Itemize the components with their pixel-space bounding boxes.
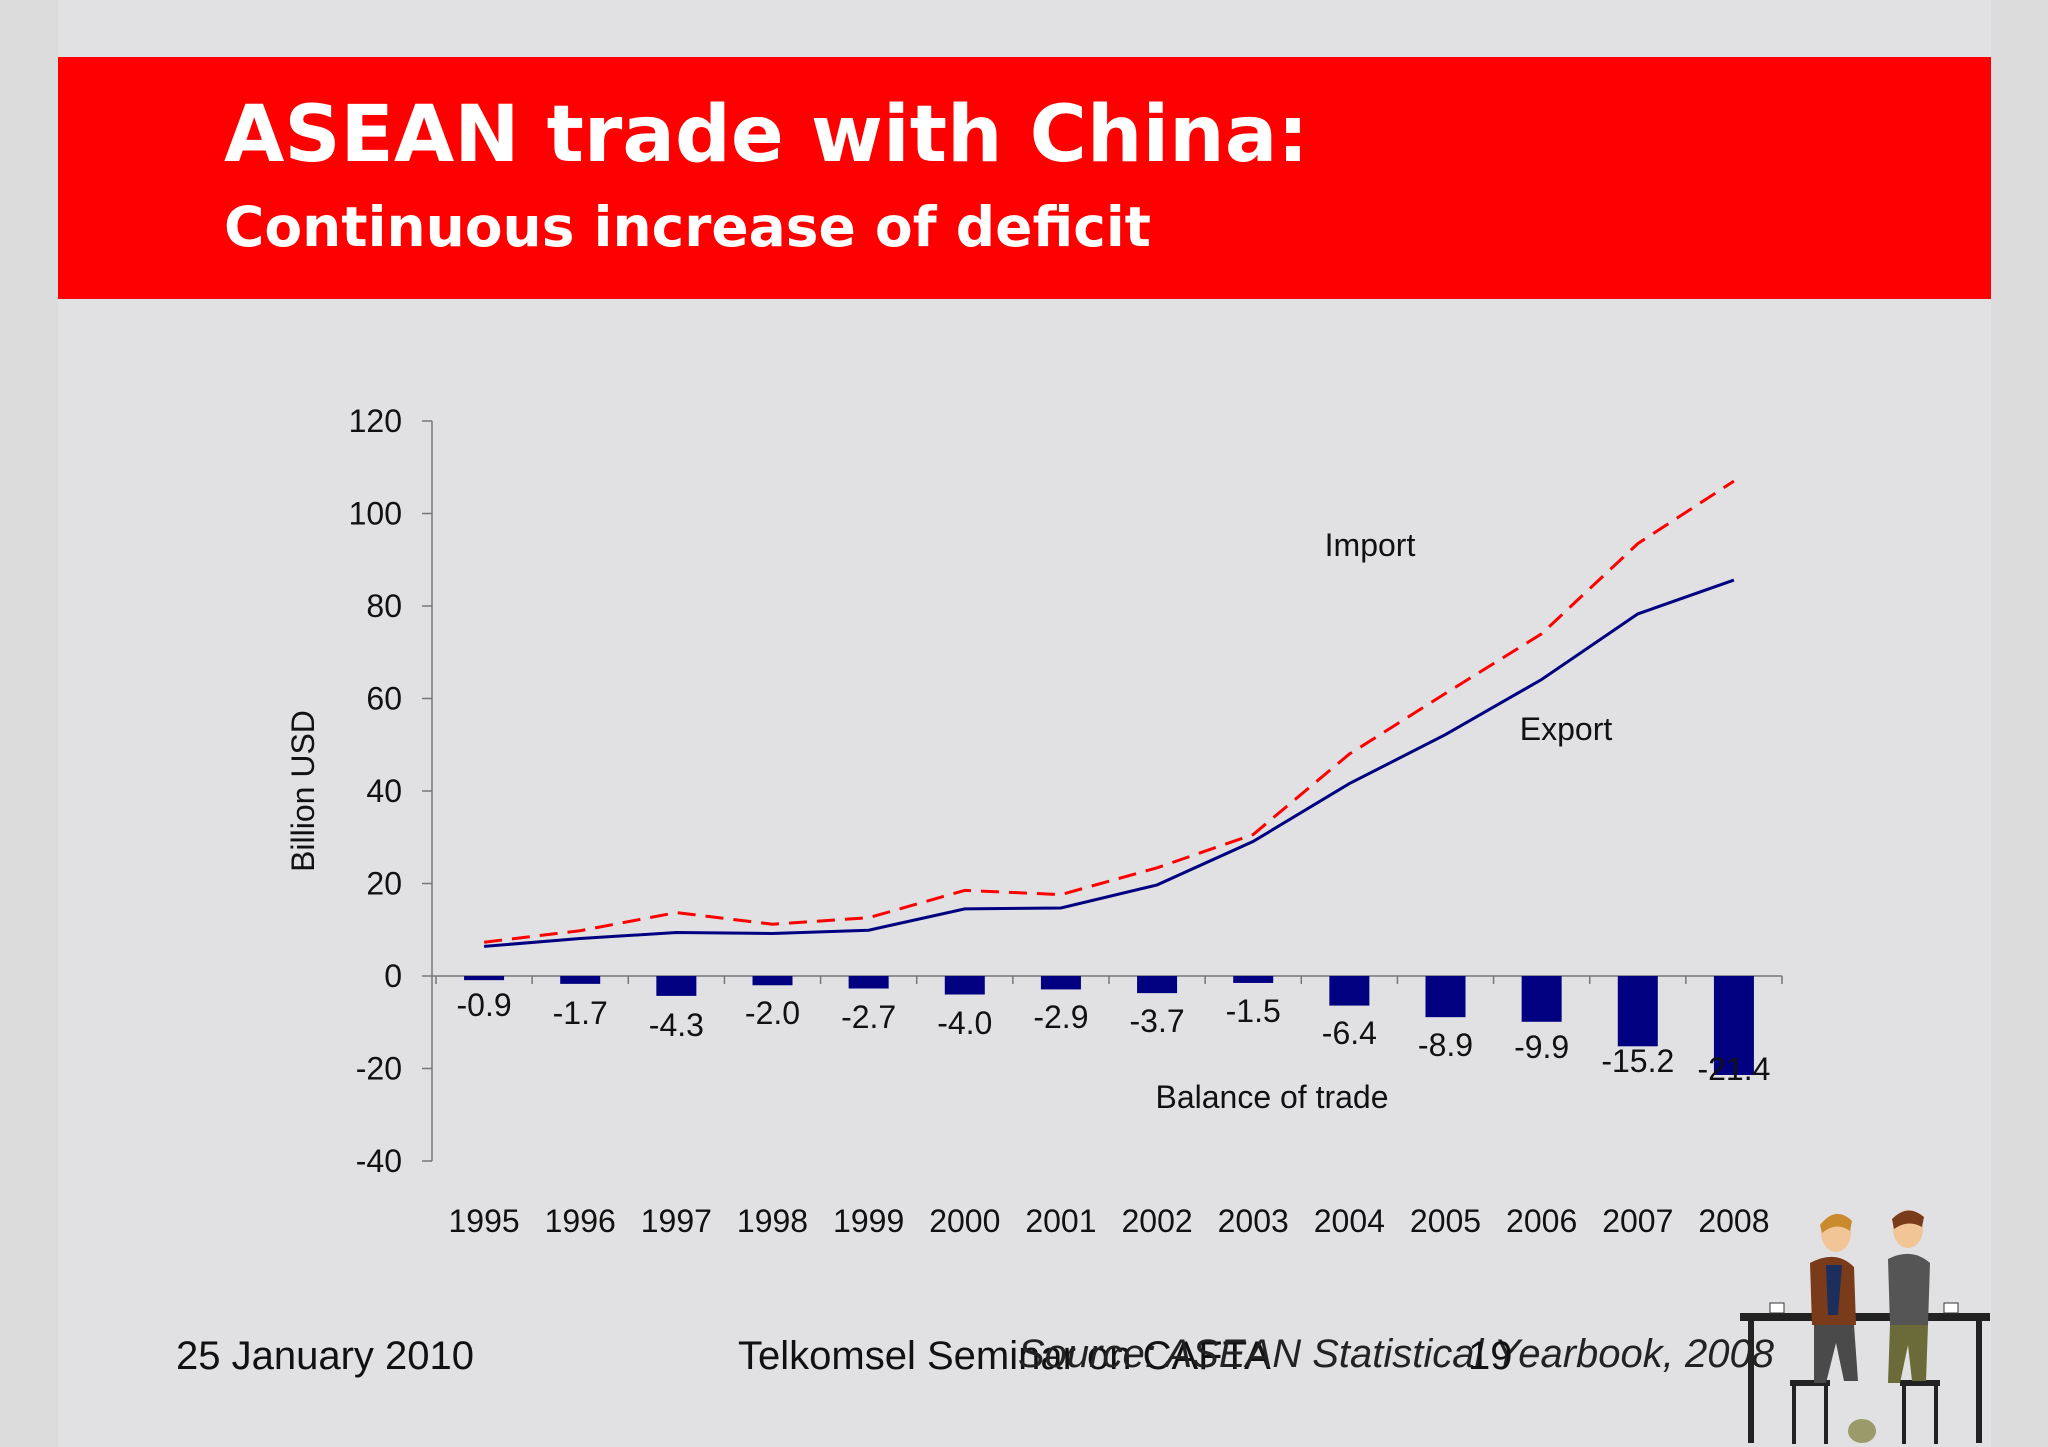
x-tick-label: 1996 (545, 1203, 616, 1239)
balance-data-label: -2.9 (1033, 999, 1088, 1035)
balance-bar (944, 976, 985, 995)
balance-data-label: -3.7 (1130, 1003, 1185, 1039)
export-line (483, 578, 1735, 948)
x-tick-label: 1998 (737, 1203, 808, 1239)
balance-bar (1425, 976, 1466, 1018)
x-tick-label: 2008 (1698, 1203, 1769, 1239)
balance-series-label: Balance of trade (1155, 1079, 1388, 1115)
y-tick-label: 60 (366, 681, 402, 717)
import-line (483, 479, 1735, 944)
balance-data-label: -2.0 (745, 995, 800, 1031)
y-tick-label: -40 (356, 1143, 402, 1179)
y-tick-label: -20 (356, 1051, 402, 1087)
balance-data-label: -2.7 (841, 999, 896, 1035)
balance-bar (1617, 976, 1658, 1047)
x-tick-label: 2006 (1506, 1203, 1577, 1239)
balance-data-label: -6.4 (1322, 1015, 1377, 1051)
balance-data-label: -4.0 (937, 1005, 992, 1041)
balance-data-label: -1.5 (1226, 993, 1281, 1029)
chart-axes: 120 100 80 60 40 20 0 -20 -40 1995 1996 1997 1998 199… (285, 403, 1783, 1239)
balance-data-label: -1.7 (553, 995, 608, 1031)
x-tick-label: 1995 (448, 1203, 519, 1239)
x-tick-label: 2004 (1314, 1203, 1385, 1239)
balance-data-label: -4.3 (649, 1007, 704, 1043)
footer-date: 25 January 2010 (176, 1334, 475, 1378)
page-number: 19 (1468, 1334, 1513, 1378)
balance-data-label: -8.9 (1418, 1027, 1473, 1063)
balance-data-label: -0.9 (457, 987, 512, 1023)
x-tick-label: 2003 (1218, 1203, 1289, 1239)
export-series-label: Export (1520, 711, 1613, 747)
balance-bar (1137, 976, 1178, 994)
balance-bar (752, 976, 793, 986)
trade-lines (483, 479, 1735, 948)
footer-source: Source: ASEAN Statistical Yearbook, 2008 (1018, 1332, 1774, 1376)
title-banner (58, 57, 1991, 299)
y-tick-label: 20 (366, 866, 402, 902)
y-tick-label: 120 (349, 403, 402, 439)
import-series-label: Import (1325, 527, 1416, 563)
y-tick-label: 0 (384, 958, 402, 994)
balance-data-label: -15.2 (1601, 1043, 1674, 1079)
balance-data-label: -21.4 (1697, 1051, 1770, 1087)
balance-bar (656, 976, 697, 996)
balance-data-label: -9.9 (1514, 1029, 1569, 1065)
chart-labels: -0.9 -1.7 -4.3 -2.0 -2.7 -4.0 -2.9 -3.7 -1.5 -6.4… (457, 527, 1771, 1115)
footer-seminar: Telkomsel Seminar on CAFTA (738, 1334, 1271, 1378)
balance-bar (560, 976, 601, 984)
x-tick-label: 2002 (1121, 1203, 1192, 1239)
balance-bar (464, 976, 505, 981)
y-tick-label: 100 (349, 496, 402, 532)
balance-bar (1329, 976, 1370, 1006)
y-axis-title: Billion USD (285, 710, 321, 872)
balance-bar (1521, 976, 1562, 1022)
balance-bar (1713, 976, 1754, 1075)
x-tick-label: 2005 (1410, 1203, 1481, 1239)
y-tick-label: 80 (366, 588, 402, 624)
y-tick-label: 40 (366, 773, 402, 809)
balance-bar (848, 976, 889, 989)
balance-bar (1040, 976, 1081, 990)
x-tick-label: 1997 (641, 1203, 712, 1239)
cafe-people-icon (1740, 1210, 1990, 1444)
slide-title: ASEAN trade with China: (224, 90, 1309, 180)
x-tick-label: 2007 (1602, 1203, 1673, 1239)
slide-subtitle: Continuous increase of deficit (224, 195, 1151, 259)
x-tick-label: 2001 (1025, 1203, 1096, 1239)
balance-bars (464, 976, 1754, 1075)
balance-bar (1233, 976, 1274, 983)
x-tick-label: 1999 (833, 1203, 904, 1239)
x-tick-label: 2000 (929, 1203, 1000, 1239)
